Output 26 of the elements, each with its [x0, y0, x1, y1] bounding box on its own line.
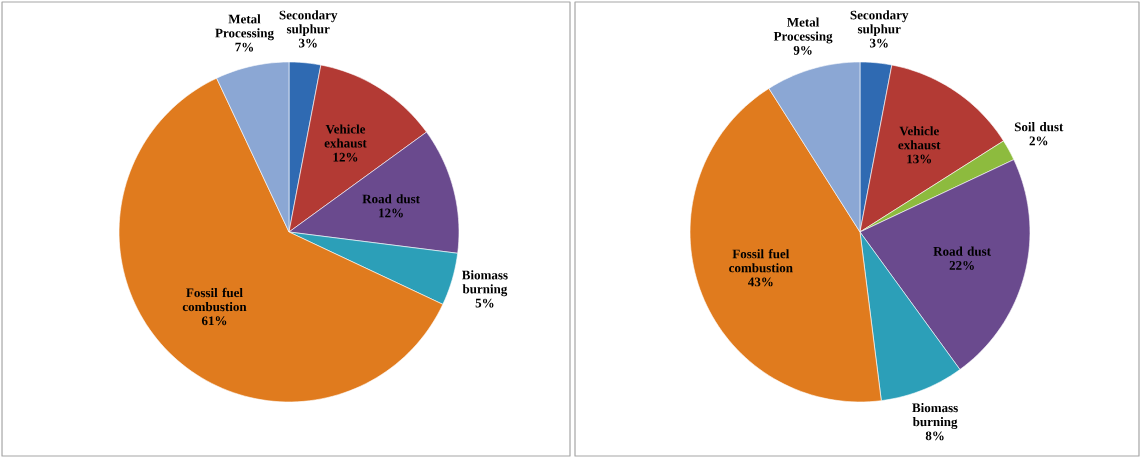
- slice-label: Metal Processing: [215, 14, 274, 41]
- data-label: 12%: [333, 152, 358, 162]
- slice-label: Soil dust: [1014, 122, 1064, 132]
- slice-label: Fossil fuel combustion: [182, 287, 247, 312]
- slice-label: Metal Processing: [773, 17, 833, 44]
- data-label: 61%: [201, 316, 227, 326]
- slice-label: Fossil fuel combustion: [729, 249, 793, 273]
- data-label: 2%: [1029, 136, 1048, 146]
- data-label: 7%: [235, 42, 254, 52]
- data-label: 9%: [793, 45, 812, 55]
- slice-label: Road dust: [933, 246, 991, 256]
- slice-label: Road dust: [362, 194, 420, 204]
- data-label: 3%: [869, 38, 888, 48]
- slice-label: Secondary sulphur: [850, 10, 909, 37]
- data-label: 3%: [298, 38, 317, 48]
- data-label: 22%: [949, 260, 974, 270]
- data-label: 43%: [748, 277, 773, 287]
- slice-label: Biomass burning: [912, 403, 958, 429]
- data-label: 12%: [379, 208, 403, 218]
- slice-label: Biomass burning: [462, 270, 508, 297]
- data-label: 5%: [475, 298, 494, 308]
- slice-label: Secondary sulphur: [279, 10, 338, 37]
- data-label: 8%: [925, 431, 944, 441]
- data-label: 13%: [907, 154, 932, 164]
- slice-label: Vehicle exhaust: [898, 126, 941, 150]
- slice-label: Vehicle exhaust: [324, 124, 367, 148]
